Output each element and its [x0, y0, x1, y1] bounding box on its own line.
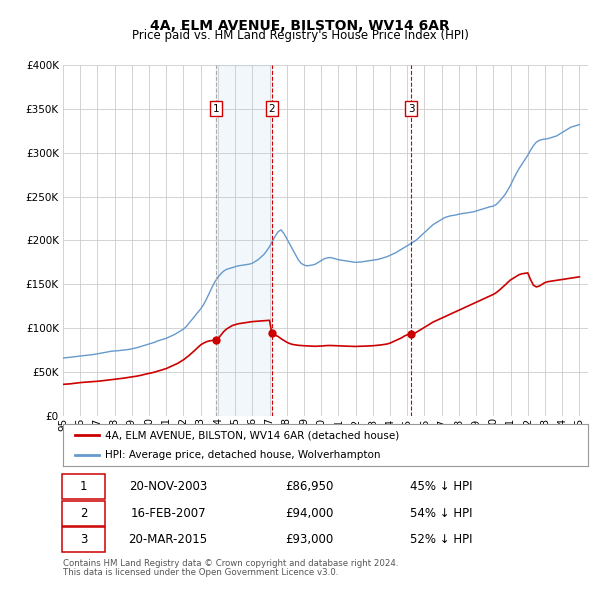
Text: 1: 1 — [213, 104, 220, 114]
Text: 2: 2 — [268, 104, 275, 114]
Text: 3: 3 — [408, 104, 415, 114]
Text: HPI: Average price, detached house, Wolverhampton: HPI: Average price, detached house, Wolv… — [105, 450, 380, 460]
Text: Price paid vs. HM Land Registry's House Price Index (HPI): Price paid vs. HM Land Registry's House … — [131, 30, 469, 42]
Text: £86,950: £86,950 — [286, 480, 334, 493]
Text: 3: 3 — [80, 533, 87, 546]
Text: 4A, ELM AVENUE, BILSTON, WV14 6AR (detached house): 4A, ELM AVENUE, BILSTON, WV14 6AR (detac… — [105, 430, 399, 440]
FancyBboxPatch shape — [62, 474, 105, 499]
Text: 4A, ELM AVENUE, BILSTON, WV14 6AR: 4A, ELM AVENUE, BILSTON, WV14 6AR — [150, 19, 450, 33]
Text: Contains HM Land Registry data © Crown copyright and database right 2024.: Contains HM Land Registry data © Crown c… — [63, 559, 398, 568]
FancyBboxPatch shape — [62, 527, 105, 552]
Text: £93,000: £93,000 — [286, 533, 334, 546]
Text: 1: 1 — [80, 480, 87, 493]
Text: 20-NOV-2003: 20-NOV-2003 — [129, 480, 207, 493]
Text: 45% ↓ HPI: 45% ↓ HPI — [409, 480, 472, 493]
Text: 52% ↓ HPI: 52% ↓ HPI — [409, 533, 472, 546]
Text: 16-FEB-2007: 16-FEB-2007 — [130, 507, 206, 520]
FancyBboxPatch shape — [62, 501, 105, 526]
Text: 54% ↓ HPI: 54% ↓ HPI — [409, 507, 472, 520]
Text: £94,000: £94,000 — [286, 507, 334, 520]
Bar — [216, 65, 272, 416]
Text: 20-MAR-2015: 20-MAR-2015 — [128, 533, 208, 546]
Text: 2: 2 — [80, 507, 87, 520]
Text: This data is licensed under the Open Government Licence v3.0.: This data is licensed under the Open Gov… — [63, 568, 338, 576]
